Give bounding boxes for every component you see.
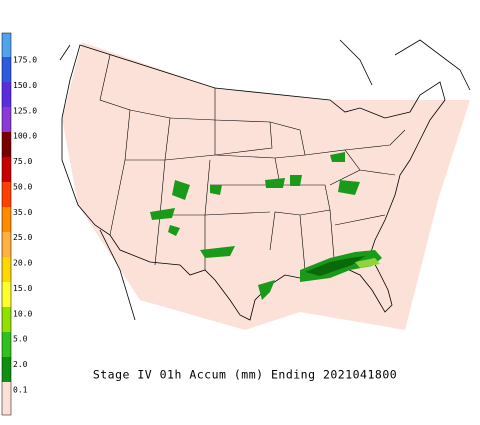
color-bar-label: 0.1 [13,386,28,395]
color-bar-label: 35.0 [13,208,32,217]
color-bar [1,32,12,416]
color-bar-label: 50.0 [13,182,32,191]
color-bar-label: 25.0 [13,233,32,242]
precipitation [150,152,382,300]
color-bar-labels: 175.0 150.0 125.0 100.0 75.0 50.0 35.0 25.0 20.0… [13,56,37,395]
canada-coast [59,39,471,321]
color-bar-label: 10.0 [13,309,32,318]
color-bar-label: 150.0 [13,81,37,90]
color-bar-label: 125.0 [13,106,37,115]
color-bar-label: 75.0 [13,157,32,166]
color-bar-label: 2.0 [13,360,28,369]
color-bar-label: 20.0 [13,259,32,268]
color-bar-label: 100.0 [13,132,37,141]
color-bar-label: 5.0 [13,335,28,344]
caption: Stage IV 01h Accum (mm) Ending 202104180… [93,368,397,382]
us-border [61,44,446,321]
state-lines [99,54,406,271]
color-bar-label: 15.0 [13,284,32,293]
color-bar-label: 175.0 [13,56,37,65]
